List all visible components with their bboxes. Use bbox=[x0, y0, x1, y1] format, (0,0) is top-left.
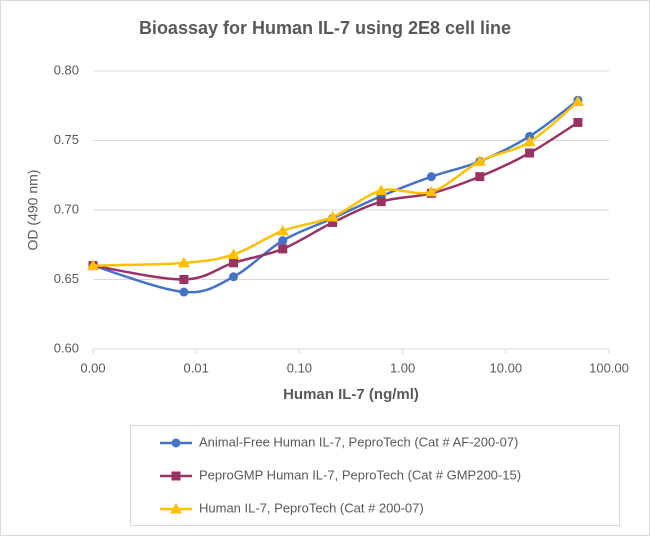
marker bbox=[229, 258, 239, 268]
marker bbox=[523, 135, 536, 147]
marker bbox=[276, 224, 289, 236]
y-tick-label: 0.75 bbox=[54, 132, 79, 147]
x-tick-label: 0.00 bbox=[80, 360, 105, 375]
marker bbox=[571, 95, 584, 107]
marker bbox=[229, 272, 239, 282]
x-tick-label: 10.00 bbox=[490, 360, 523, 375]
legend-label: PeproGMP Human IL-7, PeproTech (Cat # GM… bbox=[199, 467, 521, 482]
x-tick-label: 100.00 bbox=[589, 360, 629, 375]
marker bbox=[475, 172, 485, 182]
legend-label: Animal-Free Human IL-7, PeproTech (Cat #… bbox=[199, 434, 518, 449]
marker bbox=[525, 148, 535, 158]
x-tick-label: 0.01 bbox=[184, 360, 209, 375]
legend-marker bbox=[170, 503, 182, 514]
marker bbox=[375, 184, 388, 196]
legend-label: Human IL-7, PeproTech (Cat # 200-07) bbox=[199, 500, 424, 515]
series-line bbox=[92, 100, 579, 267]
marker bbox=[179, 275, 189, 284]
marker bbox=[278, 236, 288, 246]
marker bbox=[573, 117, 583, 127]
marker bbox=[326, 210, 339, 222]
x-tick-label: 0.10 bbox=[287, 360, 312, 375]
marker bbox=[278, 244, 288, 254]
y-tick-label: 0.70 bbox=[54, 201, 79, 216]
y-tick-label: 0.60 bbox=[54, 340, 79, 355]
y-tick-label: 0.80 bbox=[54, 62, 79, 77]
x-axis-label: Human IL-7 (ng/ml) bbox=[283, 386, 419, 403]
series-line bbox=[92, 99, 579, 294]
marker bbox=[328, 218, 338, 228]
y-tick-label: 0.65 bbox=[54, 271, 79, 286]
legend-box bbox=[130, 425, 620, 526]
marker bbox=[227, 248, 240, 259]
marker bbox=[87, 259, 99, 271]
marker bbox=[425, 185, 438, 197]
marker bbox=[179, 287, 189, 297]
chart-title: Bioassay for Human IL-7 using 2E8 cell l… bbox=[139, 18, 511, 38]
x-tick-label: 1.00 bbox=[390, 360, 415, 375]
series-line bbox=[92, 121, 579, 281]
marker bbox=[177, 256, 190, 268]
legend-marker bbox=[171, 471, 181, 481]
marker bbox=[473, 155, 486, 166]
marker bbox=[376, 197, 386, 207]
y-axis-label: OD (490 nm) bbox=[25, 170, 41, 251]
legend-marker bbox=[171, 438, 181, 448]
marker bbox=[426, 172, 436, 182]
